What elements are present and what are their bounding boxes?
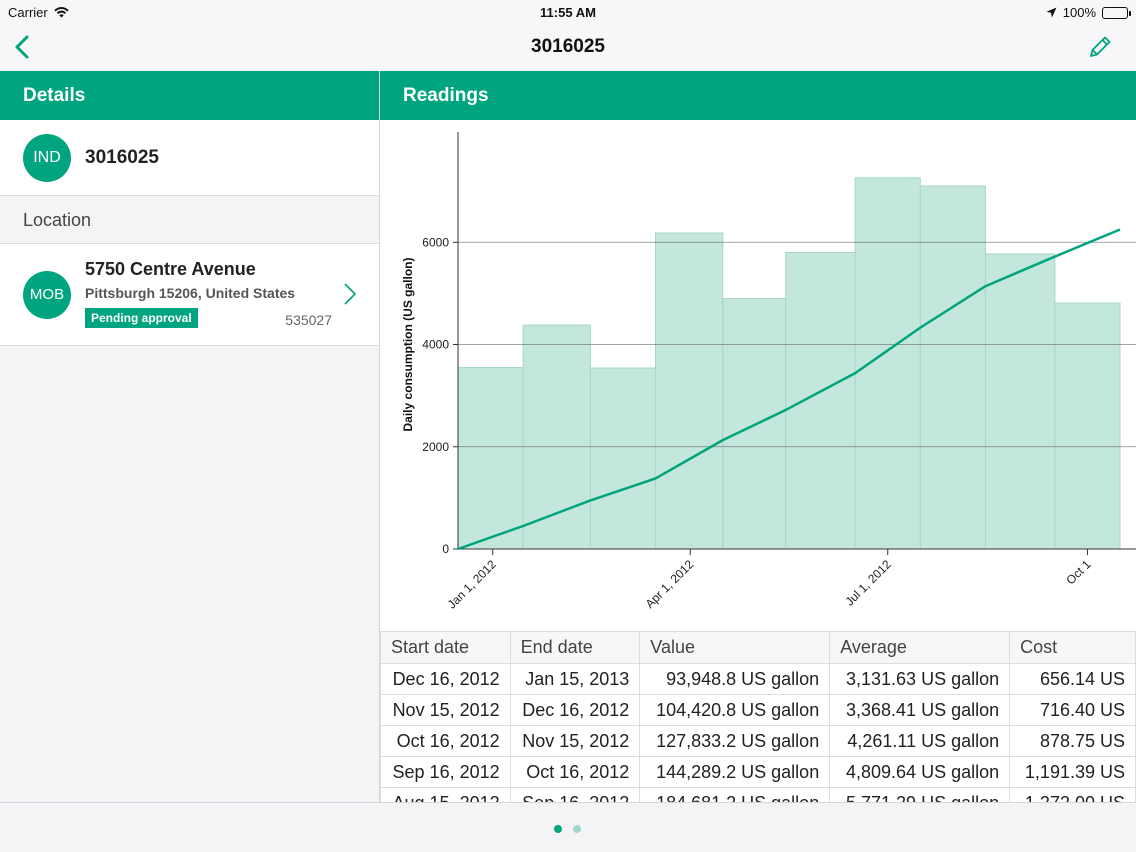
table-cell: 1,272.00 US xyxy=(1009,787,1136,802)
navigation-bar: 3016025 xyxy=(0,24,1136,71)
chart-x-tick-label: Jul 1, 2012 xyxy=(842,557,894,609)
table-cell: 716.40 US xyxy=(1009,694,1136,726)
details-panel: IND 3016025 Location MOB 5750 Centre Ave… xyxy=(0,120,379,802)
chart-bar xyxy=(457,367,524,550)
pencil-icon[interactable] xyxy=(1086,33,1114,61)
consumption-chart: 0 2000 4000 6000 Daily consumption (US gallo… xyxy=(380,120,1136,631)
meter-type-badge: IND xyxy=(23,134,71,182)
chart-x-tick-label: Apr 1, 2012 xyxy=(643,557,697,611)
table-cell: 127,833.2 US gallon xyxy=(639,725,831,757)
table-cell: Sep 16, 2012 xyxy=(509,787,641,802)
table-cell: 104,420.8 US gallon xyxy=(639,694,831,726)
location-number: 535027 xyxy=(285,312,332,328)
table-row[interactable]: Sep 16, 2012 Oct 16, 2012 144,289.2 US gal… xyxy=(380,756,1136,788)
page-control-bar xyxy=(0,802,1136,852)
clock: 11:55 AM xyxy=(540,5,596,20)
chart-y-tick-label: 6000 xyxy=(422,235,449,249)
status-badge: Pending approval xyxy=(85,308,198,328)
page-title: 3016025 xyxy=(531,36,605,57)
table-cell: 5,771.29 US gallon xyxy=(829,787,1011,802)
readings-header: Readings xyxy=(380,71,1136,120)
battery-percent: 100% xyxy=(1062,5,1096,20)
table-cell: Nov 15, 2012 xyxy=(380,694,511,726)
table-cell: Sep 16, 2012 xyxy=(380,756,511,788)
details-header: Details xyxy=(0,71,379,120)
location-street: 5750 Centre Avenue xyxy=(85,259,256,279)
chart-y-axis-label: Daily consumption (US gallon) xyxy=(401,257,415,431)
column-header[interactable]: Cost xyxy=(1009,631,1136,664)
chart-x-tick-label: Jan 1, 2012 xyxy=(445,557,499,611)
chart-bar xyxy=(984,253,1056,550)
table-cell: 1,191.39 US xyxy=(1009,756,1136,788)
page-dot-2[interactable] xyxy=(573,825,581,833)
location-section-header: Location xyxy=(0,196,379,244)
table-cell: Dec 16, 2012 xyxy=(380,663,511,695)
split-divider xyxy=(379,71,380,802)
carrier-label: Carrier xyxy=(8,5,48,20)
chart-series-line xyxy=(457,228,1121,551)
chevron-right-icon xyxy=(344,283,356,305)
readings-table[interactable]: Start date End date Value Average Cost Dec 1… xyxy=(380,631,1136,802)
location-type-badge: MOB xyxy=(23,271,71,319)
table-row[interactable]: Nov 15, 2012 Dec 16, 2012 104,420.8 US gal… xyxy=(380,694,1136,726)
chart-bar xyxy=(854,177,921,550)
column-header[interactable]: End date xyxy=(509,631,641,664)
chart-y-tick-label: 4000 xyxy=(422,338,449,352)
table-row[interactable]: Aug 15, 2012Sep 16, 2012184,681.2 US gal… xyxy=(380,787,1136,802)
chart-bar xyxy=(1054,302,1121,550)
table-cell: 3,368.41 US gallon xyxy=(829,694,1011,726)
chart-y-tick-label: 2000 xyxy=(422,440,449,454)
table-cell: Oct 16, 2012 xyxy=(509,756,641,788)
table-cell: Jan 15, 2013 xyxy=(509,663,641,695)
battery-icon xyxy=(1102,6,1131,19)
meter-id: 3016025 xyxy=(85,147,159,168)
table-cell: 144,289.2 US gallon xyxy=(639,756,831,788)
column-header[interactable]: Value xyxy=(639,631,831,664)
table-cell: Dec 16, 2012 xyxy=(509,694,641,726)
chart-bar xyxy=(522,324,591,550)
chart-svg: 0 2000 4000 6000 Daily consumption (US gallo… xyxy=(401,132,1136,611)
chart-y-tick-label: 0 xyxy=(442,542,449,556)
table-cell: 93,948.8 US gallon xyxy=(639,663,831,695)
readings-panel: 0 2000 4000 6000 Daily consumption (US gallo… xyxy=(380,120,1136,802)
table-cell: Aug 15, 2012 xyxy=(380,787,511,802)
table-row[interactable]: Dec 16, 2012 Jan 15, 2013 93,948.8 US gall… xyxy=(380,663,1136,695)
table-cell: Oct 16, 2012 xyxy=(380,725,511,757)
location-city: Pittsburgh 15206, United States xyxy=(85,285,296,301)
table-row[interactable]: Oct 16, 2012 Nov 15, 2012 127,833.2 US gal… xyxy=(380,725,1136,757)
table-cell: 3,131.63 US gallon xyxy=(829,663,1011,695)
table-cell: 184,681.2 US gallon xyxy=(639,787,831,802)
chart-bar xyxy=(589,367,657,550)
chart-bar xyxy=(919,185,986,550)
table-cell: Nov 15, 2012 xyxy=(509,725,641,757)
chart-bar xyxy=(785,251,856,550)
status-bar: Carrier 11:55 AM 100% xyxy=(0,0,1136,24)
location-arrow-icon xyxy=(1046,7,1057,18)
table-cell: 878.75 US xyxy=(1009,725,1136,757)
table-cell: 4,261.11 US gallon xyxy=(829,725,1011,757)
column-header[interactable]: Average xyxy=(829,631,1011,664)
wifi-icon xyxy=(54,7,69,18)
column-header[interactable]: Start date xyxy=(380,631,511,664)
page-dot-1[interactable] xyxy=(554,825,562,833)
chart-x-tick-label: Oct 1 xyxy=(1063,557,1093,587)
table-cell: 656.14 US xyxy=(1009,663,1136,695)
table-cell: 4,809.64 US gallon xyxy=(829,756,1011,788)
chart-bar xyxy=(655,232,724,550)
back-chevron-icon[interactable] xyxy=(10,34,36,60)
meter-row: IND 3016025 xyxy=(0,120,379,196)
location-row[interactable]: MOB 5750 Centre Avenue Pittsburgh 15206,… xyxy=(0,244,379,346)
